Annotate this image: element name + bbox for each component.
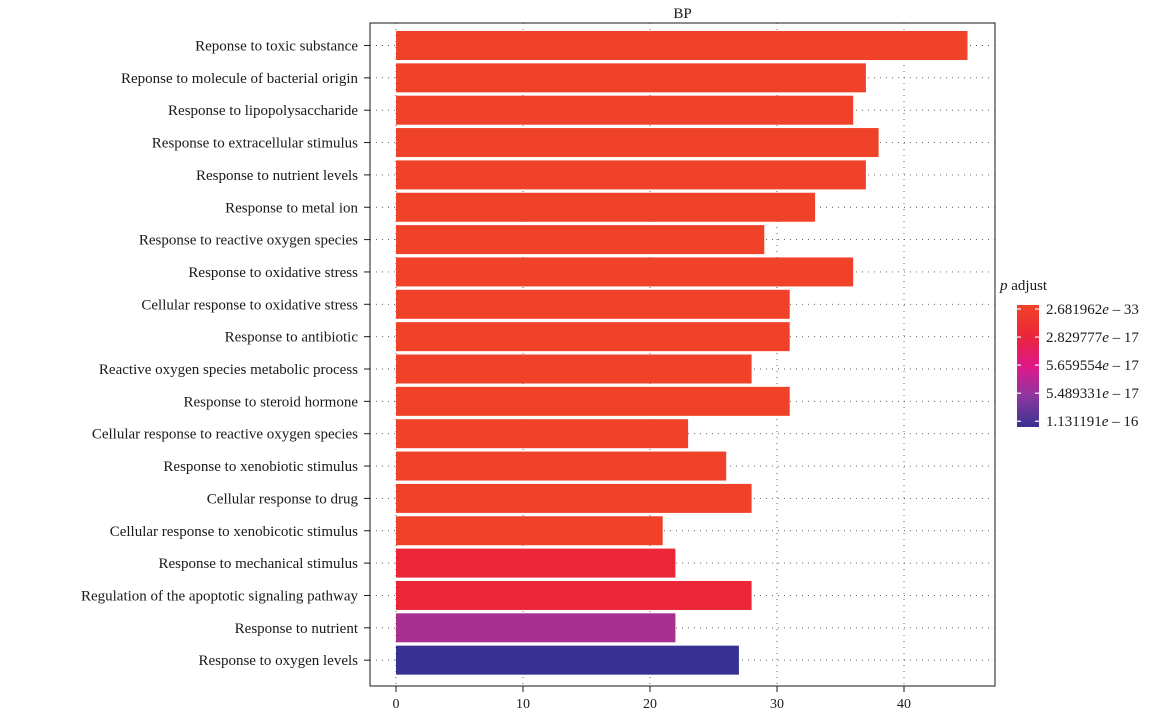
bar (396, 322, 790, 352)
bar (396, 613, 676, 643)
category-label: Response to nutrient (235, 621, 359, 637)
category-label: Cellular response to drug (207, 491, 359, 507)
category-label: Reponse to molecule of bacterial origin (121, 71, 359, 87)
category-label: Response to nutrient levels (196, 168, 358, 184)
category-label: Response to oxidative stress (188, 265, 358, 281)
category-label: Response to xenobiotic stimulus (163, 459, 358, 475)
bar (396, 63, 866, 93)
legend-label: 2.829777e – 17 (1046, 330, 1139, 346)
category-label: Cellular response to reactive oxygen spe… (92, 427, 358, 443)
bars-group (396, 31, 968, 675)
x-tick-label: 40 (897, 697, 911, 712)
bar (396, 386, 790, 416)
bar (396, 225, 765, 255)
category-label: Response to metal ion (225, 200, 358, 216)
category-label: Response to mechanical stimulus (158, 556, 358, 572)
bar (396, 31, 968, 60)
plot-panel-border (369, 22, 996, 687)
x-axis-ticks-group: 0 10 20 30 40 (393, 686, 911, 712)
bar (396, 128, 879, 158)
bar (396, 419, 689, 449)
legend-title: p adjust (999, 278, 1048, 294)
x-tick-label: 20 (643, 697, 657, 712)
category-label: Response to antibiotic (225, 330, 359, 346)
bar (396, 645, 739, 675)
bar (396, 289, 790, 319)
bar (396, 451, 727, 481)
category-label: Response to oxygen levels (198, 653, 358, 669)
legend-label: 5.659554e – 17 (1046, 358, 1139, 374)
category-labels-group: Reponse to toxic substance Reponse to mol… (81, 39, 370, 669)
bar (396, 354, 752, 384)
bar (396, 548, 676, 578)
bar (396, 160, 866, 190)
chart-title: BP (673, 6, 691, 22)
category-label: Regulation of the apoptotic signaling pa… (81, 588, 359, 604)
bar (396, 192, 816, 222)
bar (396, 257, 854, 287)
bar (396, 95, 854, 125)
category-label: Cellular response to xenobicotic stimulu… (110, 524, 358, 540)
legend-label: 1.131191e – 16 (1046, 414, 1139, 430)
x-tick-label: 10 (516, 697, 530, 712)
legend-label: 5.489331e – 17 (1046, 386, 1139, 402)
category-label: Reactive oxygen species metabolic proces… (99, 362, 358, 378)
legend-colorbar (1017, 305, 1039, 427)
legend-label: 2.681962e – 33 (1046, 302, 1139, 318)
legend: p adjust 2.681962e – 33 2.829777e – 17 5.6… (999, 278, 1139, 430)
bar (396, 580, 752, 610)
category-label: Response to reactive oxygen species (139, 233, 358, 249)
legend-entries: 2.681962e – 33 2.829777e – 17 5.659554e – … (1017, 302, 1139, 430)
category-label: Response to extracellular stimulus (152, 136, 358, 152)
category-label: Response to steroid hormone (183, 394, 358, 410)
legend-title-rest: adjust (1008, 278, 1048, 294)
category-label: Response to lipopolysaccharide (168, 103, 358, 119)
bar (396, 516, 663, 546)
category-label: Cellular response to oxidative stress (141, 297, 358, 313)
x-tick-label: 30 (770, 697, 784, 712)
category-label: Reponse to toxic substance (195, 39, 358, 55)
x-tick-label: 0 (393, 697, 400, 712)
legend-title-italic: p (999, 278, 1008, 294)
bar (396, 483, 752, 513)
